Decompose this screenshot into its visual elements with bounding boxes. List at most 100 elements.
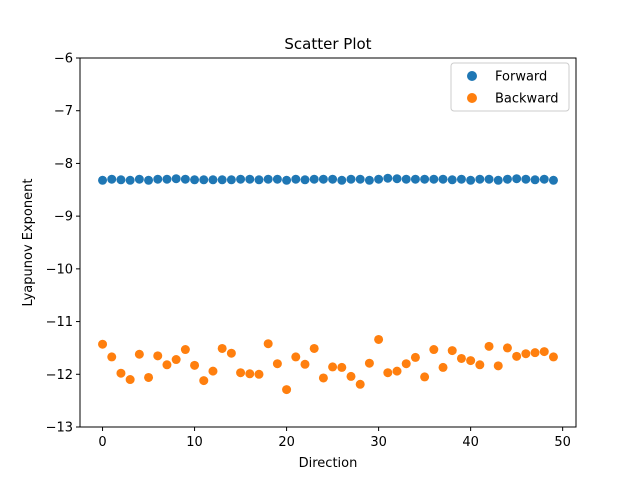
point-forward — [291, 174, 301, 184]
point-backward — [236, 368, 246, 378]
point-backward — [410, 352, 420, 362]
point-backward — [199, 376, 209, 386]
point-forward — [134, 174, 144, 184]
point-forward — [153, 174, 163, 184]
point-forward — [217, 175, 227, 185]
point-backward — [493, 361, 503, 371]
point-backward — [208, 366, 218, 376]
point-backward — [282, 385, 292, 395]
point-backward — [144, 372, 154, 382]
point-backward — [254, 369, 264, 379]
point-backward — [180, 345, 190, 355]
point-forward — [438, 174, 448, 184]
point-backward — [355, 379, 365, 389]
point-forward — [107, 174, 117, 184]
point-backward — [438, 362, 448, 372]
x-axis-title: Direction — [299, 456, 358, 471]
point-forward — [475, 174, 485, 184]
point-forward — [199, 175, 209, 185]
legend-box — [450, 62, 570, 112]
point-forward — [530, 175, 540, 185]
point-backward — [420, 372, 430, 382]
legend-marker-forward — [467, 71, 477, 81]
point-forward — [180, 174, 190, 184]
point-backward — [484, 341, 494, 351]
point-backward — [162, 360, 172, 370]
point-backward — [291, 352, 301, 362]
point-forward — [420, 174, 430, 184]
point-backward — [125, 375, 135, 385]
x-tick-label: 20 — [278, 435, 295, 450]
y-tick-label: −6 — [54, 52, 73, 67]
point-forward — [300, 175, 310, 185]
point-backward — [116, 368, 126, 378]
x-tick-label: 50 — [554, 435, 571, 450]
x-tick-label: 10 — [186, 435, 203, 450]
point-forward — [263, 174, 273, 184]
point-backward — [512, 351, 522, 361]
point-backward — [107, 352, 117, 362]
y-axis-ticks: −13 −12 −11 −10 −9 −8 −7 −6 — [46, 52, 80, 436]
point-backward — [272, 359, 282, 369]
x-axis-ticks: 0 10 20 30 40 50 — [98, 427, 571, 450]
point-backward — [364, 358, 374, 368]
point-backward — [98, 339, 108, 349]
point-backward — [456, 353, 466, 363]
point-backward — [521, 349, 531, 359]
point-backward — [466, 356, 476, 366]
y-tick-label: −7 — [54, 104, 73, 119]
point-forward — [328, 174, 338, 184]
point-forward — [125, 175, 135, 185]
point-backward — [429, 345, 439, 355]
legend-label-backward: Backward — [495, 92, 559, 107]
point-forward — [208, 175, 218, 185]
point-forward — [364, 175, 374, 185]
point-backward — [392, 366, 402, 376]
point-backward — [300, 359, 310, 369]
point-forward — [337, 175, 347, 185]
point-forward — [318, 174, 328, 184]
point-forward — [466, 175, 476, 185]
point-backward — [548, 352, 558, 362]
point-backward — [245, 369, 255, 379]
point-forward — [456, 174, 466, 184]
y-tick-label: −8 — [54, 157, 73, 172]
point-backward — [328, 362, 338, 372]
y-tick-label: −10 — [46, 262, 73, 277]
y-axis-title: Lyapunov Exponent — [21, 179, 36, 307]
point-backward — [447, 346, 457, 356]
point-backward — [134, 349, 144, 359]
point-backward — [346, 371, 356, 381]
point-forward — [116, 175, 126, 185]
point-forward — [521, 174, 531, 184]
y-tick-label: −11 — [46, 315, 73, 330]
y-tick-label: −12 — [46, 368, 73, 383]
point-forward — [447, 175, 457, 185]
point-forward — [502, 174, 512, 184]
point-backward — [374, 334, 384, 344]
point-forward — [171, 174, 181, 184]
point-forward — [245, 174, 255, 184]
point-backward — [401, 359, 411, 369]
x-tick-label: 40 — [462, 435, 479, 450]
x-tick-label: 0 — [98, 435, 106, 450]
point-forward — [254, 175, 264, 185]
point-backward — [383, 368, 393, 378]
point-backward — [337, 362, 347, 372]
point-backward — [539, 347, 549, 357]
point-forward — [144, 175, 154, 185]
data-points — [98, 173, 558, 395]
point-forward — [309, 174, 319, 184]
y-tick-label: −9 — [54, 210, 73, 225]
legend-marker-backward — [467, 93, 477, 103]
point-forward — [493, 175, 503, 185]
point-forward — [410, 174, 420, 184]
point-forward — [512, 174, 522, 184]
point-backward — [318, 373, 328, 383]
point-forward — [272, 174, 282, 184]
point-forward — [282, 175, 292, 185]
point-backward — [309, 343, 319, 353]
point-backward — [217, 343, 227, 353]
point-forward — [162, 174, 172, 184]
point-backward — [153, 351, 163, 361]
